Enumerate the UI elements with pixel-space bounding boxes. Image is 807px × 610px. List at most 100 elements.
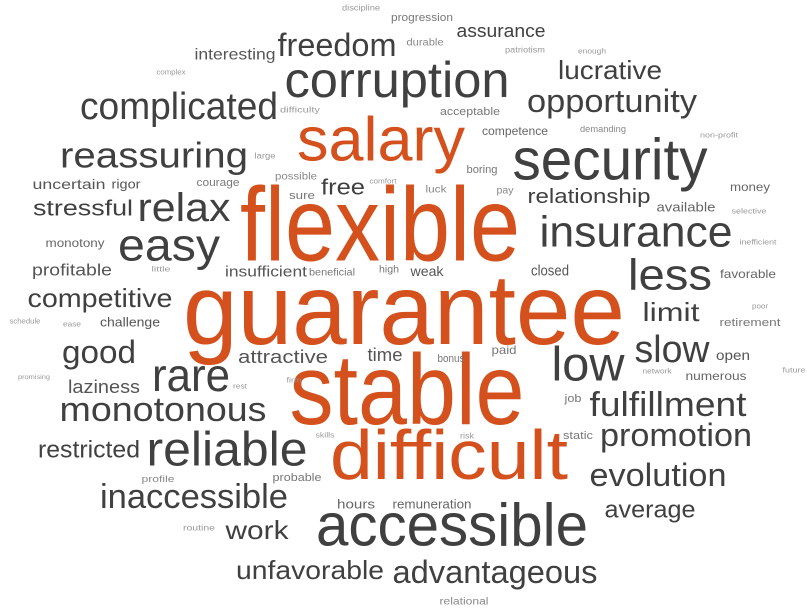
word: ease: [63, 322, 81, 329]
word: paid: [492, 343, 517, 357]
word: retirement: [720, 317, 781, 329]
word: salary: [297, 106, 465, 175]
word: demanding: [580, 124, 626, 134]
word: uncertain: [33, 176, 106, 192]
word: lucrative: [558, 55, 662, 85]
word: beneficial: [309, 268, 355, 279]
word: stressful: [33, 196, 133, 221]
word: discipline: [342, 4, 381, 13]
word: available: [657, 200, 716, 215]
word: risk: [460, 432, 475, 441]
word: reliable: [147, 424, 308, 477]
word: evolution: [590, 457, 727, 493]
word: difficult: [330, 416, 568, 494]
word: boring: [467, 164, 498, 176]
word: limit: [643, 297, 701, 327]
word: closed: [531, 263, 569, 280]
word: open: [716, 347, 750, 363]
word: monotonous: [60, 391, 267, 429]
word: interesting: [195, 47, 276, 64]
word: flexible: [240, 167, 520, 284]
word: relationship: [528, 186, 651, 208]
word: less: [628, 251, 712, 300]
word: comfort: [370, 179, 397, 186]
word: rare: [152, 349, 230, 401]
word: durable: [407, 38, 444, 49]
word: challenge: [100, 315, 160, 330]
word: easy: [118, 220, 221, 271]
word: reassuring: [60, 135, 248, 176]
word: time: [368, 345, 403, 365]
word: courage: [197, 177, 240, 189]
word: promotion: [600, 417, 752, 453]
word: restricted: [38, 437, 140, 464]
word: little: [152, 267, 171, 274]
word: slow: [635, 329, 711, 371]
word: remuneration: [393, 497, 472, 512]
word: work: [224, 515, 289, 545]
word: low: [552, 339, 625, 392]
word: relax: [138, 186, 231, 230]
word: possible: [275, 172, 317, 183]
word: bonus: [438, 353, 465, 365]
word: unfavorable: [236, 555, 384, 585]
word: security: [513, 128, 708, 193]
word: relational: [440, 597, 489, 608]
word: progression: [391, 12, 453, 24]
word: acceptable: [440, 106, 500, 118]
word: large: [255, 152, 277, 161]
word: good: [62, 334, 136, 370]
word: network: [643, 369, 673, 376]
word: skills: [316, 433, 336, 440]
word: guarantee: [183, 254, 625, 366]
word: patriotism: [505, 46, 545, 55]
word: free: [321, 175, 365, 200]
word: complicated: [80, 86, 278, 128]
word: fulfillment: [590, 386, 748, 424]
word: future: [783, 368, 806, 375]
word: firm: [287, 378, 302, 385]
word: corruption: [285, 52, 510, 108]
word: freedom: [278, 27, 397, 63]
word: favorable: [720, 267, 776, 281]
word: assurance: [457, 21, 546, 41]
word: job: [563, 393, 581, 405]
word: high: [379, 265, 399, 276]
word: advantageous: [393, 554, 598, 590]
word: pay: [497, 186, 514, 197]
word: insurance: [540, 208, 733, 257]
word: promising: [18, 375, 50, 381]
word: profile: [142, 474, 175, 484]
word: numerous: [686, 369, 747, 383]
word: luck: [426, 185, 448, 196]
word: monotony: [46, 236, 105, 250]
word: opportunity: [527, 83, 697, 119]
word: inefficient: [740, 240, 777, 247]
word: hours: [337, 497, 376, 512]
word: attractive: [238, 347, 328, 367]
word: weak: [409, 263, 444, 279]
word: rest: [233, 384, 247, 391]
word: static: [563, 430, 594, 442]
word: competence: [482, 124, 548, 138]
word: enough: [578, 49, 606, 56]
word: profitable: [32, 261, 112, 280]
word: laziness: [68, 377, 140, 397]
word: inaccessible: [100, 478, 288, 516]
word: difficulty: [280, 106, 320, 115]
word: sure: [289, 190, 315, 202]
word: average: [605, 497, 696, 524]
word: complex: [157, 70, 187, 77]
word: money: [730, 180, 770, 194]
word: insufficient: [225, 264, 308, 281]
word: rigor: [112, 177, 142, 192]
word: stable: [290, 334, 525, 446]
word: poor: [752, 304, 769, 311]
word: non-profit: [700, 133, 738, 140]
word: competitive: [28, 283, 173, 313]
word: routine: [183, 524, 216, 533]
word: probable: [273, 472, 322, 484]
word: selective: [732, 209, 767, 216]
word: accessible: [316, 492, 588, 559]
